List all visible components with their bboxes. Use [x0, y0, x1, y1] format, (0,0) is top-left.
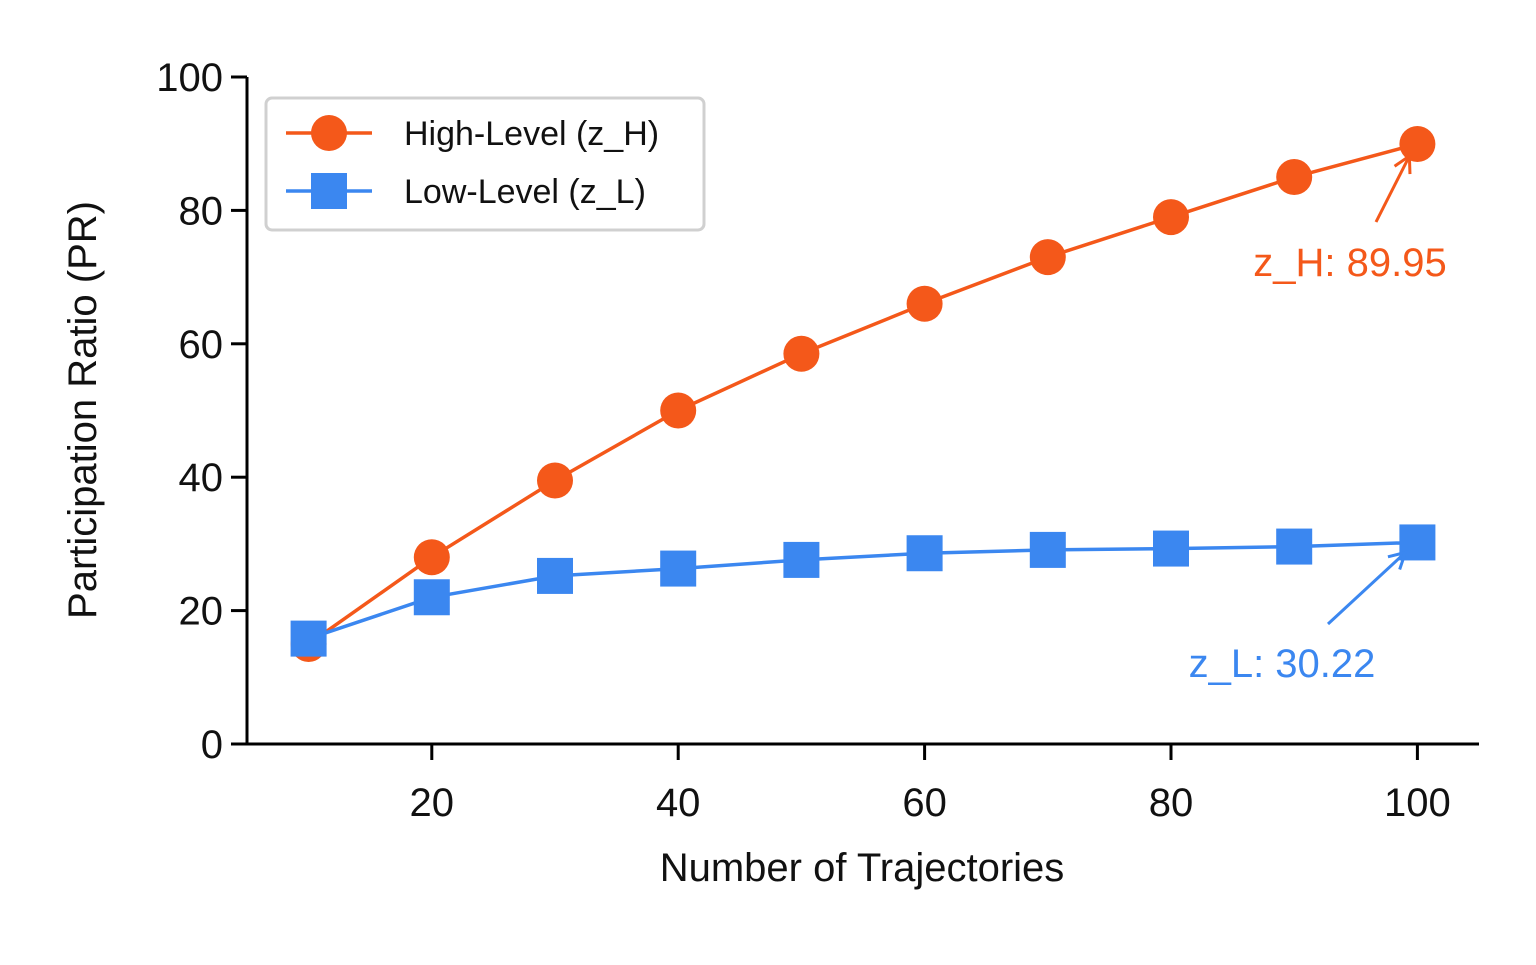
annotation-arrow-low-level-shaft: [1326, 551, 1407, 626]
annotation-high-level: z_H: 89.95: [1253, 241, 1446, 285]
data-point-low-level: [290, 620, 327, 657]
y-tick-label: 60: [179, 323, 224, 367]
x-tick-label: 20: [410, 781, 455, 825]
data-point-high-level: [1153, 199, 1189, 236]
data-point-high-level: [660, 392, 697, 429]
legend-label: High-Level (z_H): [404, 115, 659, 153]
annotation-arrow-high-level-head: [1393, 153, 1412, 175]
y-tick-label: 20: [179, 590, 224, 634]
series-line-high-level: [307, 142, 1418, 646]
annotations: z_H: 89.95 z_L: 30.22: [1189, 153, 1447, 686]
data-point-high-level: [537, 462, 573, 499]
y-tick-label: 80: [179, 189, 224, 233]
x-tick-label: 60: [902, 781, 947, 825]
annotation-low-level: z_L: 30.22: [1189, 642, 1376, 686]
legend-label: Low-Level (z_L): [404, 173, 646, 211]
data-point-high-level: [1276, 159, 1313, 196]
series-line-low-level: [308, 540, 1418, 641]
series-layer: [290, 126, 1436, 662]
y-tick-label: 0: [201, 723, 223, 767]
legend-box: [264, 96, 706, 232]
data-point-high-level: [1029, 239, 1066, 276]
data-point-low-level: [413, 579, 450, 616]
legend-marker-high-level: [311, 115, 347, 151]
data-point-high-level: [783, 335, 820, 372]
x-tick-label: 80: [1149, 781, 1194, 825]
data-point-high-level: [906, 285, 943, 322]
data-point-low-level: [783, 541, 820, 578]
data-point-high-level: [413, 539, 450, 576]
legend-marker-low-level: [311, 173, 347, 209]
data-point-low-level: [537, 557, 573, 594]
data-point-low-level: [660, 550, 697, 587]
data-point-low-level: [906, 535, 943, 572]
y-tick-label: 100: [156, 56, 223, 100]
data-point-high-level: [1399, 126, 1436, 163]
data-point-low-level: [1153, 530, 1189, 567]
data-point-low-level: [1029, 531, 1066, 568]
y-axis-label: Participation Ratio (PR): [61, 201, 105, 619]
legend: High-Level (z_H) Low-Level (z_L): [264, 96, 706, 232]
annotation-arrow-low-level-head: [1387, 550, 1408, 570]
y-tick-label: 40: [179, 456, 224, 500]
axes: 0 20 40 60 80 100 20 40 60 80 100: [156, 56, 1479, 825]
x-tick-label: 40: [656, 781, 701, 825]
annotation-arrow-high-level-shaft: [1374, 155, 1411, 223]
x-axis-label: Number of Trajectories: [660, 846, 1065, 890]
data-point-low-level: [1276, 528, 1313, 565]
x-tick-label: 100: [1384, 781, 1451, 825]
